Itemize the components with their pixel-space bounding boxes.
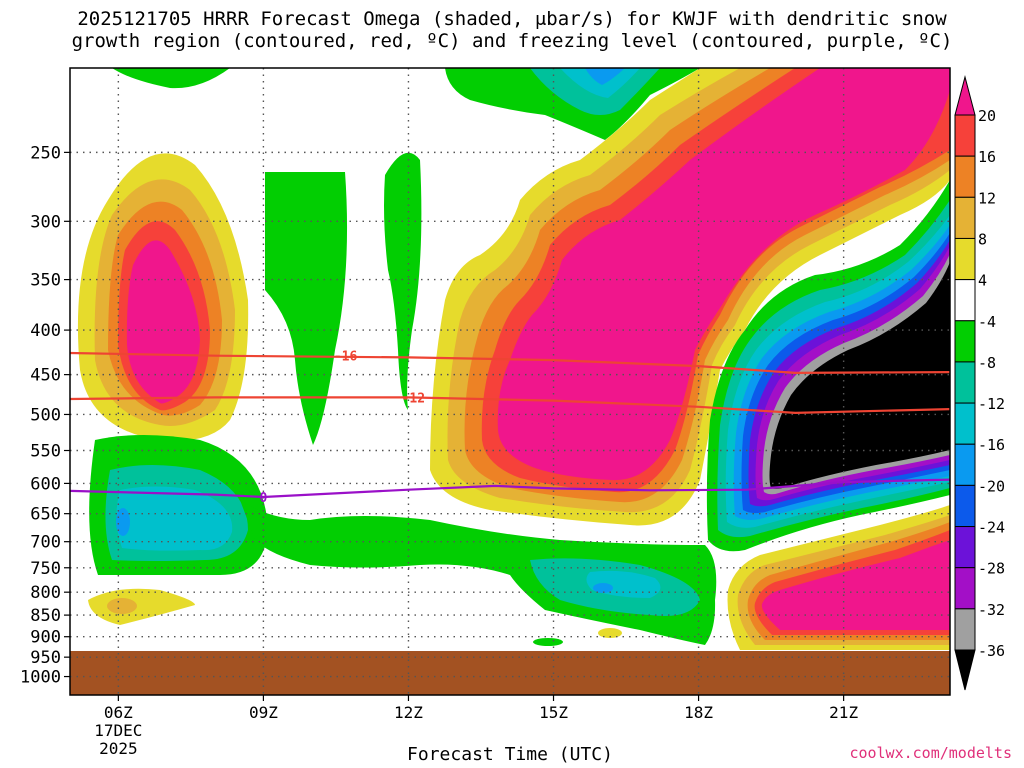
x-tick-label: 12Z [394,703,423,722]
y-tick-label: 950 [30,648,61,668]
contour-label: -16 [334,350,358,365]
omega-region [384,152,422,410]
y-tick-label: 350 [30,271,61,291]
x-tick-label: 09Z [249,703,278,722]
omega-region [598,628,622,638]
colorbar-swatch [954,279,976,322]
colorbar-label: -4 [978,313,996,331]
colorbar-swatch [954,155,976,198]
colorbar-label: 20 [978,107,996,125]
omega-region [116,508,130,536]
dendritic-contour [69,396,951,415]
omega-region [769,262,950,489]
omega-region [761,540,950,630]
contours: -16 -12 0 [69,350,951,506]
ground [70,651,950,695]
colorbar-label: -32 [978,601,1005,619]
omega-region [593,583,613,593]
omega-field [70,68,950,695]
omega-region [265,172,348,445]
grid [70,68,950,695]
plot-frame [69,67,951,696]
y-tick-label: 600 [30,474,61,494]
freezing-level-contour [69,478,951,499]
colorbar-label: -8 [978,354,996,372]
colorbar-label: -24 [978,519,1005,537]
y-tick-label: 250 [30,143,61,163]
colorbar-swatch [954,114,976,157]
contour-label: -12 [402,391,425,406]
chart-title-line2: growth region (contoured, red, ºC) and f… [71,30,953,52]
credit-text: coolwx.com/modelts [849,744,1012,762]
x-tick-date: 17DEC [94,721,142,740]
colorbar: 20 16 12 8 4 -4 -8 -12 -16 -20 -24 -28 -32 -36 [954,75,1005,691]
omega-region [497,68,950,481]
colorbar-swatch [954,526,976,569]
x-tick-year: 2025 [99,739,138,758]
chart-title-line1: 2025121705 HRRR Forecast Omega (shaded, … [77,8,947,30]
colorbar-label: -12 [978,395,1005,413]
y-tick-label: 750 [30,559,61,579]
y-tick-label: 400 [30,321,61,341]
y-tick-label: 1000 [20,668,61,688]
colorbar-swatch [954,443,976,486]
x-tick-label: 18Z [684,703,713,722]
y-tick-label: 650 [30,505,61,525]
colorbar-label: 8 [978,230,987,248]
colorbar-label: 4 [978,272,987,290]
omega-region [126,240,200,404]
omega-region [88,588,195,625]
y-tick-label: 800 [30,583,61,603]
x-tick-label: 15Z [539,703,568,722]
y-tick-label: 700 [30,533,61,553]
x-tick-label: 21Z [829,703,858,722]
colorbar-swatch [954,75,976,116]
omega-region [116,486,233,551]
x-axis-label: Forecast Time (UTC) [407,744,613,765]
colorbar-swatch [954,608,976,651]
colorbar-label: -20 [978,477,1005,495]
colorbar-swatch [954,196,976,239]
y-tick-label: 900 [30,628,61,648]
colorbar-label: 12 [978,189,996,207]
colorbar-label: -16 [978,436,1005,454]
y-tick-label: 300 [30,212,61,232]
contour-label: 0 [259,491,267,506]
omega-region [112,68,230,89]
dendritic-contour [69,351,951,375]
colorbar-swatch [954,402,976,445]
x-tick-label: 06Z [104,703,133,722]
y-tick-label: 850 [30,606,61,626]
y-axis: 2503003504004505005506006507007508008509… [20,143,70,688]
y-tick-label: 450 [30,366,61,386]
colorbar-label: -36 [978,642,1005,660]
omega-region [533,638,563,646]
omega-region [107,598,137,614]
colorbar-swatch [954,567,976,610]
colorbar-swatch [954,361,976,404]
colorbar-swatch [954,649,976,691]
y-tick-label: 500 [30,405,61,425]
omega-region [585,68,625,85]
colorbar-swatch [954,484,976,528]
colorbar-label: -28 [978,560,1005,578]
colorbar-swatch [954,320,976,363]
colorbar-label: 16 [978,148,996,166]
colorbar-swatch [954,237,976,281]
y-tick-label: 550 [30,442,61,462]
